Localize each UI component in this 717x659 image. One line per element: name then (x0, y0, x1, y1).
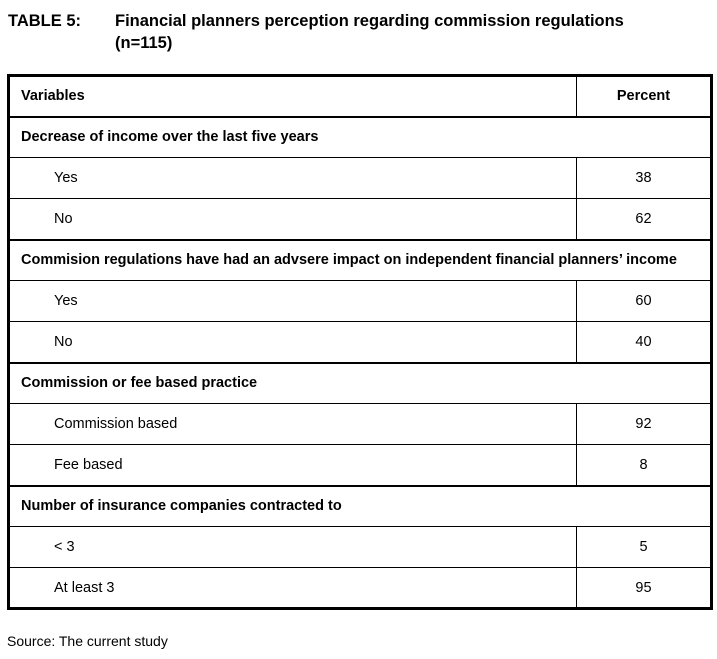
section-heading-row: Commission or fee based practice (8, 361, 712, 404)
row-label: Commission based (8, 403, 577, 445)
row-value: 8 (576, 444, 712, 486)
section-heading-row: Number of insurance companies contracted… (8, 484, 712, 527)
table-title-text: Financial planners perception regarding … (115, 12, 624, 30)
table-row: Commission based 92 (8, 403, 712, 445)
table-row: At least 3 95 (8, 567, 712, 609)
row-label: At least 3 (8, 567, 577, 609)
row-label: Yes (8, 157, 577, 199)
data-table: Variables Percent Decrease of income ove… (7, 74, 713, 610)
row-value: 5 (576, 526, 712, 568)
section-heading-row: Decrease of income over the last five ye… (8, 115, 712, 158)
table-caption: TABLE 5: Financial planners perception r… (8, 10, 710, 54)
table-header-row: Variables Percent (8, 75, 712, 118)
table-sample-size: (n=115) (115, 34, 173, 52)
section-heading: Number of insurance companies contracted… (8, 484, 712, 527)
row-label: Yes (8, 280, 577, 322)
row-value: 62 (576, 198, 712, 240)
table-row: Yes 60 (8, 280, 712, 322)
table-row: No 40 (8, 321, 712, 363)
column-header-percent: Percent (576, 75, 712, 118)
row-value: 95 (576, 567, 712, 609)
row-value: 60 (576, 280, 712, 322)
column-header-variables: Variables (8, 75, 577, 118)
row-value: 40 (576, 321, 712, 363)
table-row: Fee based 8 (8, 444, 712, 486)
table-title: Financial planners perception regarding … (115, 10, 624, 54)
row-label: No (8, 198, 577, 240)
section-heading: Commission or fee based practice (8, 361, 712, 404)
table-row: No 62 (8, 198, 712, 240)
section-heading: Commision regulations have had an advser… (8, 238, 712, 281)
table-row: < 3 5 (8, 526, 712, 568)
row-label: < 3 (8, 526, 577, 568)
row-label: Fee based (8, 444, 577, 486)
table-row: Yes 38 (8, 157, 712, 199)
source-note: Source: The current study (7, 633, 168, 649)
table-number-label: TABLE 5: (8, 12, 82, 30)
row-value: 38 (576, 157, 712, 199)
row-label: No (8, 321, 577, 363)
section-heading-row: Commision regulations have had an advser… (8, 238, 712, 281)
section-heading: Decrease of income over the last five ye… (8, 115, 712, 158)
row-value: 92 (576, 403, 712, 445)
